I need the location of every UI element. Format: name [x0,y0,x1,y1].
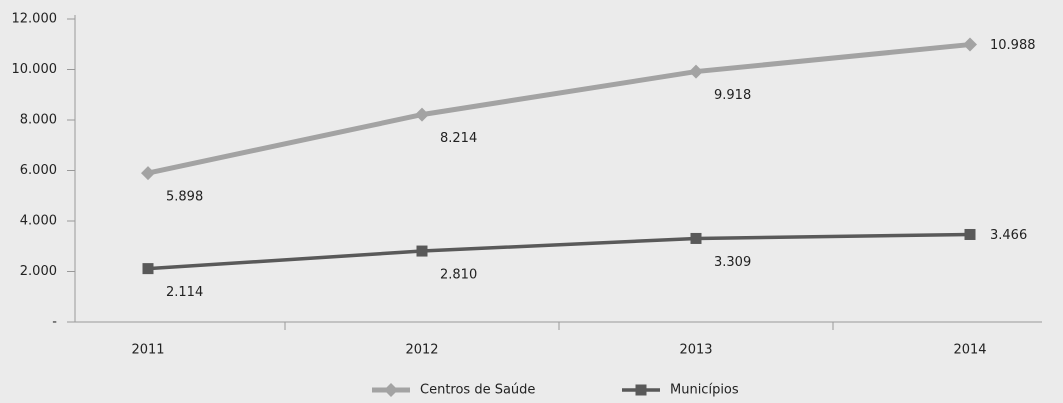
series-line [147,232,971,271]
data-label: 3.309 [714,255,751,270]
y-tick-label: 4.000 [20,214,57,229]
data-point [689,64,703,79]
y-tick-label: 8.000 [20,113,57,128]
data-label: 5.898 [166,190,203,205]
x-tick-label: 2011 [131,343,164,358]
legend-label: Centros de Saúde [420,383,535,398]
y-tick-label: 10.000 [12,62,58,77]
y-tick-label: 12.000 [12,12,58,27]
data-label: 10.988 [990,38,1036,53]
data-label: 2.114 [166,285,203,300]
x-tick-label: 2014 [953,343,986,358]
data-point [964,228,976,240]
legend-label: Municípios [670,383,739,398]
data-label: 3.466 [990,228,1027,243]
data-point [416,245,428,257]
y-tick-label: - [52,315,57,330]
data-point [690,232,702,244]
legend-marker [384,383,398,397]
data-point [963,37,977,52]
series-line [147,42,971,176]
legend-marker [635,384,647,396]
data-label: 2.810 [440,268,477,283]
x-tick-label: 2012 [405,343,438,358]
data-point [142,263,154,275]
y-tick-label: 2.000 [20,264,57,279]
x-tick-label: 2013 [679,343,712,358]
y-tick-label: 6.000 [20,163,57,178]
data-label: 8.214 [440,131,477,146]
data-point [141,166,155,181]
data-point [415,107,429,122]
data-label: 9.918 [714,88,751,103]
